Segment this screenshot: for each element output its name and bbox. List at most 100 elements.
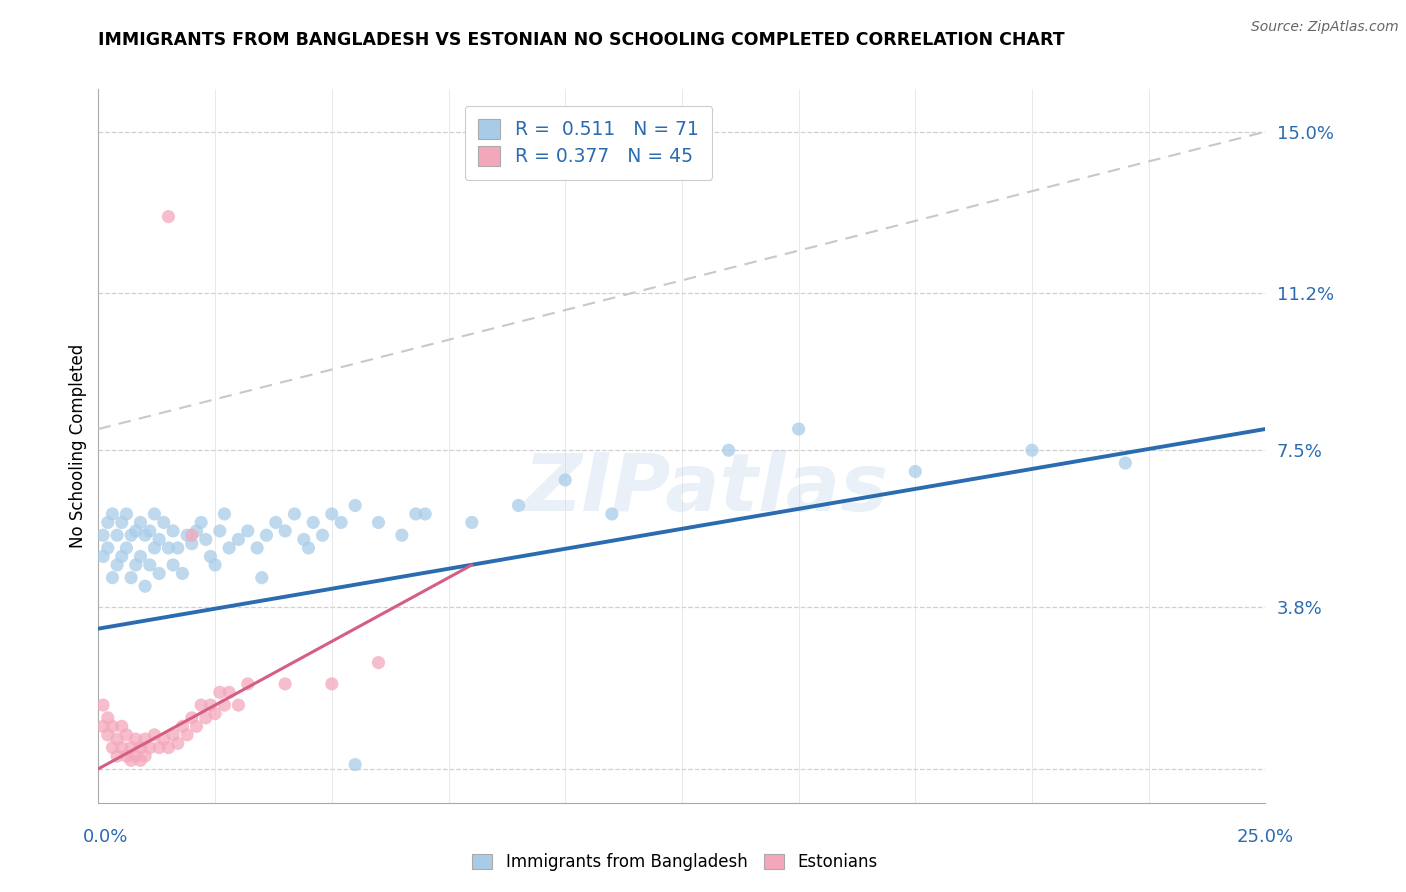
Point	[214, 698, 236, 712]
Point	[172, 719, 194, 733]
Point	[344, 499, 367, 513]
Point	[115, 541, 138, 555]
Point	[508, 499, 530, 513]
Point	[157, 541, 180, 555]
Point	[292, 533, 315, 547]
Point	[208, 685, 231, 699]
Point	[105, 558, 128, 572]
Point	[134, 579, 156, 593]
Point	[717, 443, 740, 458]
Legend: Immigrants from Bangladesh, Estonians: Immigrants from Bangladesh, Estonians	[464, 845, 886, 880]
Point	[204, 706, 226, 721]
Point	[194, 533, 217, 547]
Point	[111, 516, 134, 530]
Point	[125, 524, 148, 538]
Point	[256, 528, 278, 542]
Point	[120, 753, 142, 767]
Point	[405, 507, 427, 521]
Point	[274, 677, 297, 691]
Point	[115, 507, 138, 521]
Point	[134, 732, 156, 747]
Point	[172, 566, 194, 581]
Point	[105, 528, 128, 542]
Point	[115, 728, 138, 742]
Point	[236, 524, 259, 538]
Point	[120, 528, 142, 542]
Point	[180, 528, 202, 542]
Point	[236, 677, 259, 691]
Point	[111, 719, 134, 733]
Point	[129, 740, 152, 755]
Point	[120, 571, 142, 585]
Point	[105, 732, 128, 747]
Point	[1021, 443, 1043, 458]
Point	[554, 473, 576, 487]
Point	[125, 558, 148, 572]
Point	[1114, 456, 1136, 470]
Point	[162, 524, 184, 538]
Point	[101, 719, 124, 733]
Point	[600, 507, 623, 521]
Point	[91, 549, 114, 564]
Text: Source: ZipAtlas.com: Source: ZipAtlas.com	[1251, 20, 1399, 34]
Point	[139, 524, 162, 538]
Point	[120, 740, 142, 755]
Point	[283, 507, 305, 521]
Point	[143, 541, 166, 555]
Point	[330, 516, 353, 530]
Point	[176, 728, 198, 742]
Point	[157, 740, 180, 755]
Point	[311, 528, 333, 542]
Point	[200, 698, 222, 712]
Point	[204, 558, 226, 572]
Point	[208, 524, 231, 538]
Point	[91, 698, 114, 712]
Text: ZIPatlas: ZIPatlas	[523, 450, 887, 528]
Point	[413, 507, 436, 521]
Point	[218, 685, 240, 699]
Point	[101, 507, 124, 521]
Point	[302, 516, 325, 530]
Point	[101, 740, 124, 755]
Point	[264, 516, 287, 530]
Point	[246, 541, 269, 555]
Point	[91, 528, 114, 542]
Point	[115, 749, 138, 764]
Point	[97, 711, 120, 725]
Point	[218, 541, 240, 555]
Point	[134, 528, 156, 542]
Point	[228, 698, 250, 712]
Point	[125, 732, 148, 747]
Point	[904, 465, 927, 479]
Point	[97, 541, 120, 555]
Point	[111, 549, 134, 564]
Point	[162, 558, 184, 572]
Point	[297, 541, 319, 555]
Point	[111, 740, 134, 755]
Point	[228, 533, 250, 547]
Point	[344, 757, 367, 772]
Point	[321, 507, 343, 521]
Point	[143, 728, 166, 742]
Point	[139, 558, 162, 572]
Point	[461, 516, 484, 530]
Point	[367, 656, 389, 670]
Point	[129, 549, 152, 564]
Point	[274, 524, 297, 538]
Y-axis label: No Schooling Completed: No Schooling Completed	[69, 344, 87, 548]
Point	[143, 507, 166, 521]
Point	[166, 541, 188, 555]
Point	[129, 516, 152, 530]
Point	[250, 571, 273, 585]
Point	[180, 711, 202, 725]
Point	[186, 719, 208, 733]
Text: 0.0%: 0.0%	[83, 828, 128, 846]
Point	[190, 698, 212, 712]
Point	[200, 549, 222, 564]
Legend: R =  0.511   N = 71, R = 0.377   N = 45: R = 0.511 N = 71, R = 0.377 N = 45	[465, 106, 713, 179]
Point	[157, 210, 180, 224]
Point	[176, 528, 198, 542]
Point	[787, 422, 810, 436]
Point	[97, 516, 120, 530]
Point	[91, 719, 114, 733]
